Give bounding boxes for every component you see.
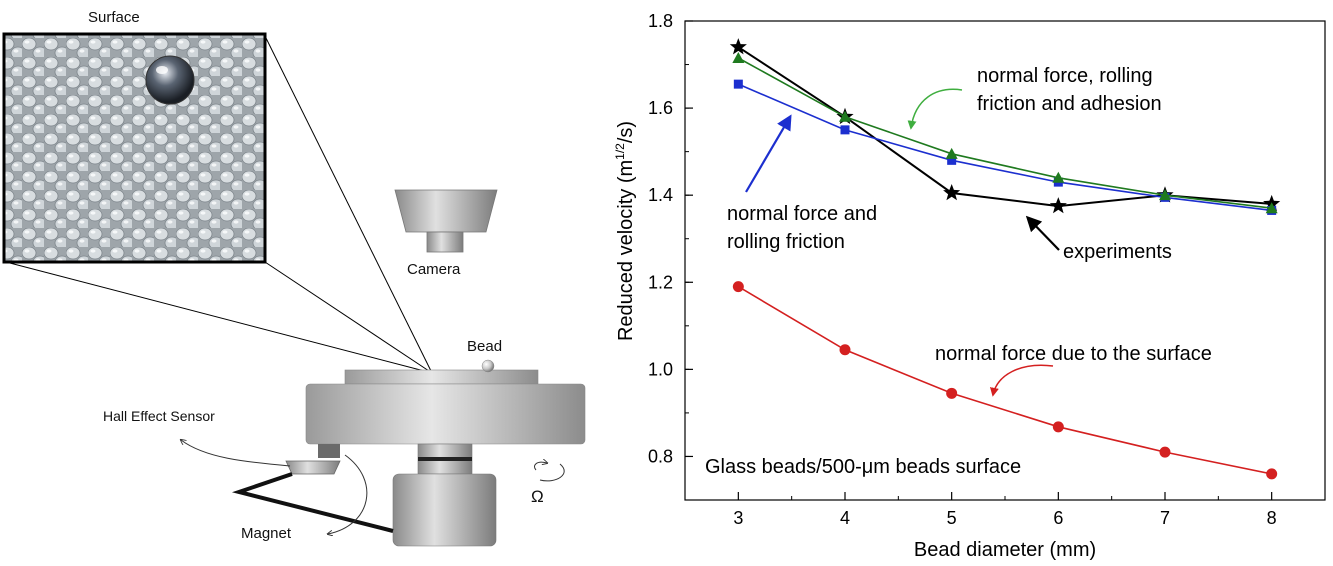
data-point-triangle	[1265, 202, 1278, 214]
surface-label: Surface	[88, 9, 140, 26]
data-point-star	[943, 184, 961, 201]
x-axis-label: Bead diameter (mm)	[914, 539, 1096, 561]
plot-series	[729, 38, 1281, 480]
annotation-red: normal force due to the surface	[935, 343, 1212, 365]
sensor-arrow	[181, 440, 291, 467]
zoom-line-right	[264, 261, 433, 374]
annotation-red-arrow	[990, 364, 1054, 397]
x-tick-label: 4	[840, 508, 850, 528]
rotation-arrow	[539, 463, 565, 482]
data-point-triangle	[1159, 189, 1171, 201]
x-tick-label: 7	[1160, 508, 1170, 528]
annotation-blue-arrow	[745, 114, 792, 193]
annotation-experiments: experiments	[1063, 241, 1172, 263]
annotation-green-line2: friction and adhesion	[977, 93, 1162, 115]
camera	[394, 189, 498, 253]
y-tick-label: 1.4	[648, 185, 673, 205]
data-point-circle	[1159, 446, 1171, 458]
x-axis: 3 4 5 6 7 8	[733, 492, 1277, 528]
y-tick-label: 1.8	[648, 11, 673, 31]
y-tick-label: 1.0	[648, 359, 673, 379]
magnet-arrow	[328, 454, 368, 534]
data-point-triangle	[945, 147, 958, 159]
series-line	[737, 285, 1272, 475]
series-normal_rolling_adhesion	[732, 52, 1278, 214]
x-tick-label: 8	[1267, 508, 1277, 528]
y-tick-label: 1.6	[648, 98, 673, 118]
zoom-line-top	[264, 35, 433, 374]
y-axis-label-main: Reduced velocity (m	[615, 160, 637, 341]
data-point-square	[840, 125, 850, 135]
series-line	[737, 57, 1272, 209]
camera-label: Camera	[407, 261, 461, 278]
y-tick-label: 0.8	[648, 446, 673, 466]
magnet-assembly	[231, 460, 394, 533]
apparatus-diagram: Surface Camera Bead H	[2, 9, 586, 547]
chart: 0.8 1.0 1.2 1.4 1.6 1.8 3 4 5 6 7 8 Bead diameter …	[613, 11, 1326, 561]
data-point-circle	[1052, 421, 1064, 433]
data-point-triangle	[732, 52, 745, 64]
sensor-label: Hall Effect Sensor	[103, 408, 215, 424]
annotation-green-arrow	[907, 88, 963, 130]
data-point-star	[729, 38, 747, 55]
y-axis-label-sup: 1/2	[613, 143, 627, 160]
rotation-arrow-head	[533, 462, 547, 471]
data-point-circle	[732, 281, 744, 293]
y-tick-label: 1.2	[648, 272, 673, 292]
x-tick-label: 3	[733, 508, 743, 528]
omega-label: Ω	[531, 487, 544, 506]
zoom-line-bottom	[5, 261, 433, 374]
data-point-circle	[1266, 468, 1278, 480]
y-axis-label: Reduced velocity (m1/2/s)	[613, 121, 637, 341]
data-point-star	[1049, 197, 1067, 214]
data-point-square	[733, 79, 743, 89]
x-tick-label: 6	[1053, 508, 1063, 528]
series-line	[737, 83, 1272, 212]
magnet-label: Magnet	[241, 525, 292, 542]
data-point-triangle	[1052, 171, 1065, 183]
data-point-circle	[946, 387, 958, 399]
annotation-blue-line1: normal force and	[727, 203, 877, 225]
y-axis-label-tail: /s)	[615, 121, 637, 143]
bead-label: Bead	[467, 338, 502, 355]
data-point-square	[947, 155, 957, 165]
rotating-platform	[305, 359, 586, 547]
data-point-triangle	[839, 110, 851, 122]
annotation-green-line1: normal force, rolling	[977, 65, 1153, 87]
surface-photo	[2, 32, 267, 264]
annotation-blue-line2: rolling friction	[727, 231, 845, 253]
series-normal_surface	[732, 281, 1278, 480]
data-point-circle	[839, 344, 851, 356]
y-axis: 0.8 1.0 1.2 1.4 1.6 1.8	[648, 11, 693, 501]
annotation-black-arrow	[1025, 215, 1060, 251]
annotation-note: Glass beads/500-μm beads surface	[705, 456, 1021, 478]
bead	[481, 359, 495, 373]
x-tick-label: 5	[947, 508, 957, 528]
